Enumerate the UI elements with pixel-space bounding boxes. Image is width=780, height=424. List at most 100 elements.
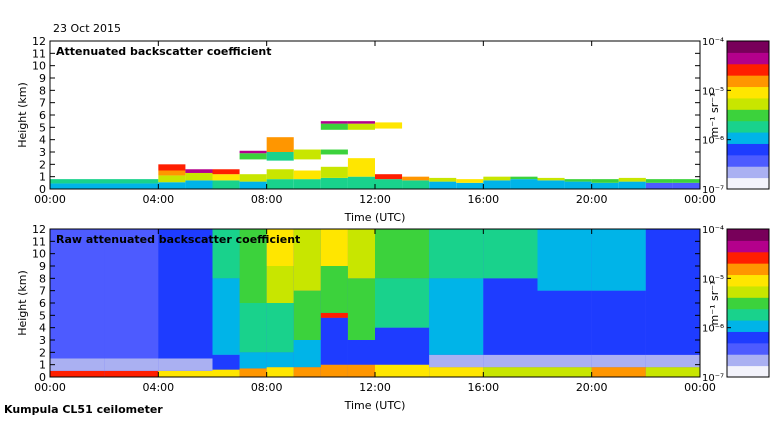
colorbar-tick-label: 10⁻⁷ (702, 373, 724, 384)
heatmap-cell (645, 229, 700, 355)
heatmap-cell (347, 340, 375, 365)
heatmap-cell (185, 180, 213, 189)
heatmap-cell (320, 317, 348, 365)
x-tick-label: 04:00 (142, 381, 174, 394)
y-tick-label: 7 (39, 285, 46, 298)
panel-title: Attenuated backscatter coefficient (56, 45, 272, 58)
heatmap-cell (104, 229, 159, 359)
colorbar-swatch (727, 263, 769, 276)
y-tick-label: 6 (39, 297, 46, 310)
heatmap-cell (212, 369, 240, 377)
colorbar-swatch (727, 52, 769, 65)
heatmap-cell (266, 137, 294, 152)
heatmap-cell (537, 229, 592, 291)
colorbar-swatch (727, 365, 769, 378)
heatmap-cell (266, 169, 294, 180)
colorbar-swatch (727, 41, 769, 53)
heatmap-cell (212, 229, 240, 279)
heatmap-cell (537, 290, 592, 355)
colorbar-swatch (727, 166, 769, 179)
y-tick-label: 8 (39, 84, 46, 97)
heatmap-cell (320, 166, 348, 178)
colorbar: 10⁻⁴ 10⁻⁵ 10⁻⁶ 10⁻⁷ m⁻¹ sr⁻¹ (702, 225, 770, 384)
heatmap-cell (50, 358, 105, 371)
x-tick-label: 00:00 (684, 381, 716, 394)
heatmap-cell (158, 229, 213, 359)
y-tick-label: 12 (32, 223, 46, 236)
heatmap-cell (212, 278, 240, 355)
heatmap-cell (320, 229, 348, 266)
heatmap-cell (158, 358, 213, 371)
colorbar-swatch (727, 86, 769, 99)
colorbar-swatch (727, 132, 769, 144)
heatmap-cell (591, 354, 646, 368)
heatmap-cell (293, 170, 321, 180)
heatmap-cell (239, 229, 267, 303)
date-label: 23 Oct 2015 (53, 22, 121, 35)
y-tick-label: 1 (39, 171, 46, 184)
heatmap-cell (320, 149, 348, 155)
colorbar-swatch (727, 354, 769, 367)
heatmap-cell (564, 179, 592, 182)
y-tick-label: 9 (39, 72, 46, 85)
heatmap-cell (456, 179, 484, 183)
y-tick-label: 2 (39, 346, 46, 359)
heatmap-cell (375, 122, 403, 129)
heatmap-cell (239, 150, 267, 154)
heatmap-cell (375, 229, 430, 279)
heatmap-cell (537, 177, 565, 181)
colorbar-tick-label: 10⁻⁶ (702, 136, 724, 147)
heatmap-cell (456, 182, 484, 189)
colorbar-swatch (727, 251, 769, 264)
heatmap-cell (591, 229, 646, 291)
y-tick-label: 3 (39, 146, 46, 159)
x-tick-label: 20:00 (576, 381, 608, 394)
heatmap-cell (50, 183, 159, 189)
y-tick-label: 12 (32, 35, 46, 48)
colorbar-swatch (727, 143, 769, 156)
heatmap-cell (212, 354, 240, 370)
x-tick-label: 16:00 (467, 381, 499, 394)
heatmap-cell (293, 179, 321, 189)
heatmap-cell (483, 176, 511, 181)
y-tick-label: 10 (32, 248, 46, 261)
colorbar-swatch (727, 331, 769, 344)
x-tick-label: 20:00 (576, 193, 608, 206)
heatmap-cell (266, 152, 294, 161)
heatmap-cell (239, 352, 267, 369)
heatmap-cell (239, 368, 267, 377)
heatmap-cell (266, 367, 294, 377)
colorbar-frame (726, 228, 770, 378)
colorbar-label: m⁻¹ sr⁻¹ (708, 281, 721, 326)
heatmap-cell (510, 179, 538, 189)
heatmap-cell (375, 179, 403, 189)
y-tick-label: 5 (39, 121, 46, 134)
heatmap-cell (293, 290, 321, 340)
heatmap-cell (266, 303, 294, 353)
heatmap-cell (483, 180, 511, 189)
heatmap-cell (347, 278, 375, 340)
heatmap-cell (158, 164, 186, 171)
heatmap-cell (591, 290, 646, 355)
heatmap-cell (429, 181, 457, 189)
x-tick-label: 08:00 (251, 193, 283, 206)
colorbar-swatch (727, 240, 769, 253)
heatmap-cell (50, 370, 105, 377)
heatmap-cell (158, 182, 186, 189)
heatmap-cell (375, 278, 430, 328)
heatmap-cell (239, 303, 267, 353)
heatmap-cell (239, 174, 267, 182)
heatmap-cell (618, 177, 646, 182)
heatmap-cell (320, 312, 348, 318)
y-axis-label: Height (km) (16, 82, 29, 148)
x-tick-label: 00:00 (684, 193, 716, 206)
heatmap-cell (320, 121, 348, 124)
heatmap-cell (483, 278, 538, 355)
x-axis-label: Time (UTC) (344, 211, 406, 224)
y-tick-label: 0 (39, 183, 46, 196)
colorbar-swatch (727, 229, 769, 241)
y-tick-label: 2 (39, 158, 46, 171)
y-tick-label: 11 (32, 47, 46, 60)
heatmap-cell (320, 266, 348, 313)
heatmap-cell (483, 229, 538, 279)
